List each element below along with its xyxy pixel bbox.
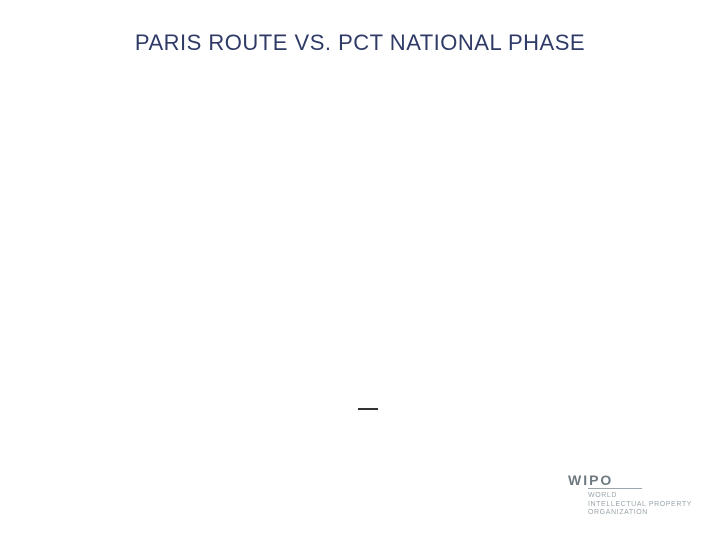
wipo-logo-sub-line: WORLD xyxy=(588,492,692,501)
center-dash-mark xyxy=(358,408,378,410)
wipo-logo-sub: WORLD INTELLECTUAL PROPERTY ORGANIZATION xyxy=(588,492,692,518)
wipo-logo-main: WIPO xyxy=(568,472,692,488)
wipo-logo-rule xyxy=(588,488,642,489)
slide: PARIS ROUTE VS. PCT NATIONAL PHASE WIPO … xyxy=(0,0,720,540)
wipo-logo-sub-line: ORGANIZATION xyxy=(588,509,692,518)
wipo-logo: WIPO WORLD INTELLECTUAL PROPERTY ORGANIZ… xyxy=(568,472,692,518)
wipo-logo-sub-line: INTELLECTUAL PROPERTY xyxy=(588,501,692,510)
page-title: PARIS ROUTE VS. PCT NATIONAL PHASE xyxy=(0,30,720,56)
